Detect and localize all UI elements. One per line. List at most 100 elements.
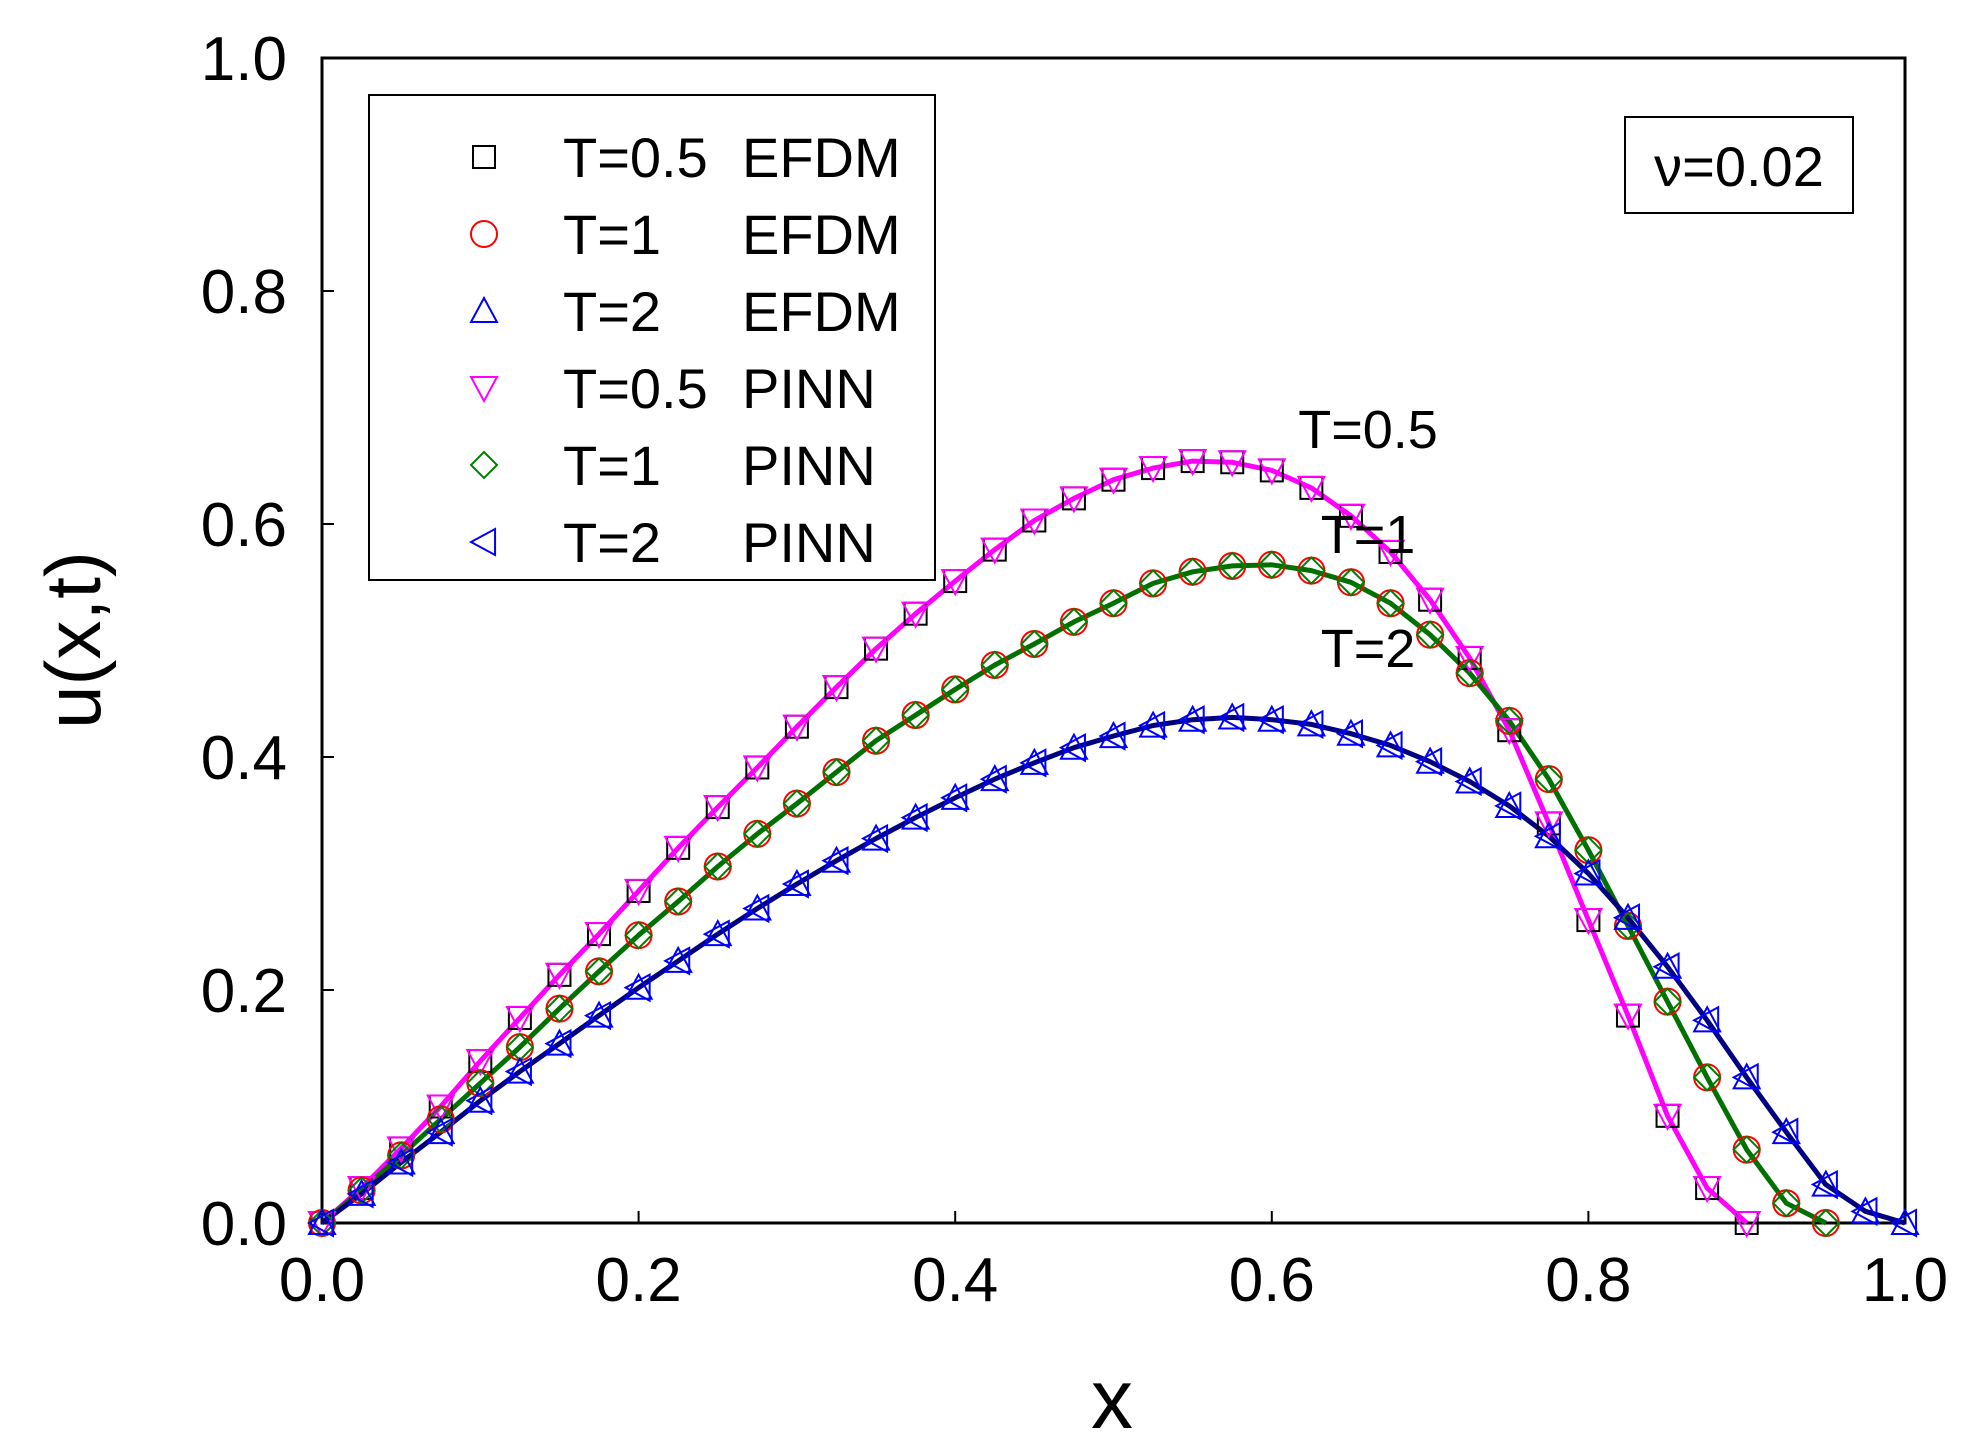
data-point	[703, 852, 733, 881]
parameter-box: ν=0.02	[1624, 116, 1854, 214]
data-point	[1217, 551, 1247, 581]
data-point	[1415, 746, 1445, 774]
legend-method-label: EFDM	[742, 280, 901, 343]
series-markers	[306, 449, 1920, 1239]
data-point	[979, 764, 1007, 794]
data-point	[583, 1000, 612, 1031]
data-point	[1692, 1176, 1722, 1204]
data-point	[1653, 987, 1682, 1017]
data-point	[663, 887, 693, 916]
legend-marker	[472, 145, 496, 169]
data-point	[624, 920, 654, 950]
data-point	[940, 783, 968, 813]
data-point	[1771, 1117, 1799, 1147]
data-point	[900, 802, 928, 833]
data-point	[1534, 821, 1564, 849]
data-point	[1692, 1005, 1722, 1033]
data-point	[1652, 952, 1680, 982]
legend-method-label: PINN	[742, 511, 876, 574]
parameter-label: ν=0.02	[1654, 135, 1824, 198]
data-point	[900, 601, 931, 629]
x-axis: 0.0 0.2 0.4 0.6 0.8 1.0	[279, 1211, 1948, 1315]
data-point	[980, 537, 1010, 565]
legend-time-label: T=0.5	[563, 126, 708, 189]
data-point	[1376, 588, 1405, 618]
data-point	[307, 1207, 337, 1236]
legend-marker	[469, 295, 499, 324]
data-point	[1415, 587, 1445, 615]
data-point	[1257, 550, 1287, 580]
data-point	[901, 700, 931, 730]
data-point	[544, 962, 575, 990]
data-point	[822, 757, 851, 787]
legend-marker	[468, 527, 497, 557]
data-point	[1494, 791, 1522, 821]
data-point	[742, 755, 773, 783]
data-point	[781, 869, 809, 899]
data-point	[1375, 539, 1406, 568]
data-point	[544, 1028, 575, 1056]
data-point	[1652, 951, 1683, 979]
data-point	[1613, 1003, 1643, 1031]
data-point	[1534, 764, 1564, 794]
data-point	[1019, 748, 1047, 778]
data-point	[742, 893, 770, 924]
data-point	[1455, 658, 1485, 688]
data-point	[1692, 1062, 1722, 1092]
data-point	[1811, 1169, 1841, 1197]
data-point	[386, 1147, 414, 1178]
data-point	[307, 1208, 337, 1238]
data-point	[1732, 1062, 1762, 1090]
y-tick-label: 0.6	[201, 491, 287, 560]
data-point	[584, 956, 614, 986]
data-point	[940, 569, 970, 597]
legend-marker	[470, 220, 498, 248]
legend-item: T=2 PINN	[468, 511, 876, 574]
data-point	[1454, 645, 1485, 674]
data-point	[1019, 629, 1049, 659]
x-tick-label: 0.8	[1545, 1246, 1631, 1315]
data-point	[386, 1147, 416, 1175]
y-axis: 0.0 0.2 0.4 0.6 0.8 1.0	[201, 25, 334, 1259]
data-point	[1059, 486, 1089, 514]
data-point	[1573, 858, 1601, 889]
legend-frame	[368, 94, 936, 581]
legend-marker	[469, 375, 499, 404]
curve-label-t05: T=0.5	[1298, 400, 1438, 460]
data-point	[782, 714, 812, 742]
data-point	[782, 868, 812, 897]
legend-method-label: PINN	[742, 434, 876, 497]
legend-item: T=0.5 PINN	[469, 357, 876, 420]
data-point	[821, 675, 852, 703]
data-point	[544, 1028, 572, 1059]
data-point	[1059, 732, 1089, 760]
data-point	[702, 919, 730, 949]
curve-label-t1: T=1	[1321, 505, 1416, 565]
data-point	[1375, 730, 1406, 758]
data-point	[465, 1085, 493, 1116]
series-line	[320, 562, 1827, 1226]
data-point	[1454, 766, 1482, 797]
data-point	[663, 945, 693, 973]
data-point	[1177, 705, 1205, 735]
data-point	[1533, 821, 1561, 851]
data-point	[1059, 607, 1089, 637]
data-point	[1375, 730, 1403, 761]
data-point	[1019, 508, 1050, 536]
data-point	[980, 650, 1010, 680]
data-point	[1257, 704, 1287, 732]
data-point	[1573, 908, 1604, 936]
data-point	[861, 823, 891, 851]
legend-item: T=1 PINN	[469, 434, 876, 497]
x-axis-title: x	[1091, 1352, 1133, 1443]
data-point	[1217, 702, 1247, 730]
data-point	[465, 1085, 495, 1113]
data-point	[1414, 746, 1443, 777]
x-tick-label: 1.0	[1862, 1246, 1948, 1315]
y-tick-label: 0.4	[201, 724, 287, 793]
data-point	[623, 972, 651, 1003]
curve-label-t2: T=2	[1321, 619, 1416, 679]
legend-method-label: EFDM	[742, 126, 901, 189]
data-point	[1177, 704, 1208, 732]
